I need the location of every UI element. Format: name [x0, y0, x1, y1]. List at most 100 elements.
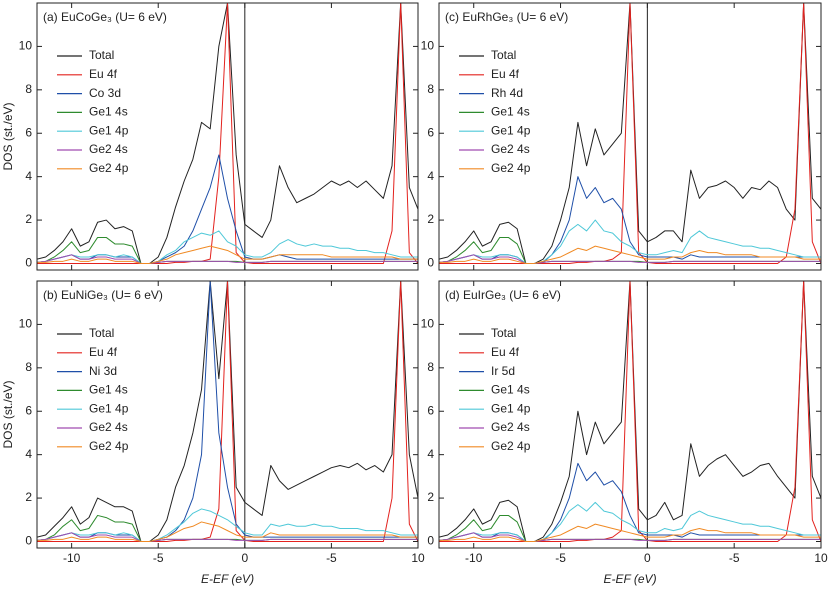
- legend-label: Eu 4f: [89, 67, 118, 81]
- legend-label: Ge2 4s: [491, 420, 530, 434]
- legend-label: Eu 4f: [89, 345, 118, 359]
- dos-curve: [37, 230, 418, 264]
- dos-curve: [439, 176, 821, 264]
- legend-label: Ir 5d: [491, 364, 515, 378]
- y-tick-label: 6: [427, 125, 434, 139]
- panel-title: (d) EuIrGe₃ (U= 6 eV): [445, 288, 561, 302]
- curves: [37, 3, 418, 264]
- y-tick-label: 6: [25, 125, 32, 139]
- dos-curve: [439, 462, 821, 542]
- legend-label: Ge1 4p: [491, 401, 531, 415]
- x-axis-label: E-EF (eV): [603, 572, 656, 586]
- dos-curve: [37, 532, 418, 542]
- legend-label: Total: [491, 326, 516, 340]
- y-tick-label: 10: [19, 317, 33, 331]
- legend-label: Ge2 4p: [89, 439, 129, 453]
- legend-label: Co 3d: [89, 86, 121, 100]
- y-tick-label: 2: [427, 490, 434, 504]
- panel-title: (b) EuNiGe₃ (U= 6 eV): [43, 288, 163, 302]
- y-tick-label: 4: [25, 447, 32, 461]
- curves: [439, 3, 821, 264]
- legend-label: Ge2 4p: [491, 439, 531, 453]
- dos-curve: [37, 281, 418, 542]
- panel: 0 2 4 6 8 10 -10 -5 0 -5 10 (d) EuIrGe₃ (U= 6 eV) To…: [421, 280, 828, 586]
- y-tick-label: 10: [421, 317, 435, 331]
- dos-curve: [439, 245, 821, 264]
- x-tick-label: 10: [814, 551, 828, 565]
- legend-label: Ge1 4s: [89, 105, 128, 119]
- y-tick-label: 0: [25, 256, 32, 270]
- y-tick-label: 10: [421, 39, 435, 53]
- plot-frame: [36, 2, 419, 271]
- panel: 0 2 4 6 8 10 -10 -5 0 -5 10 (b) EuNiGe₃ (U= 6 eV) To…: [1, 280, 425, 586]
- y-tick-label: 6: [25, 403, 32, 417]
- curves: [439, 281, 821, 542]
- dos-curve: [439, 254, 821, 264]
- x-tick-label: 0: [241, 551, 248, 565]
- legend-label: Total: [491, 48, 516, 62]
- y-tick-label: 8: [427, 82, 434, 96]
- y-tick-label: 0: [427, 256, 434, 270]
- dos-curve: [37, 245, 418, 264]
- x-tick-label: -10: [63, 551, 81, 565]
- y-tick-label: 2: [25, 490, 32, 504]
- x-tick-label: 0: [644, 551, 651, 565]
- legend-label: Eu 4f: [491, 345, 520, 359]
- y-tick-label: 4: [25, 169, 32, 183]
- legend-label: Ge1 4p: [89, 401, 129, 415]
- legend-label: Rh 4d: [491, 86, 523, 100]
- dos-curve: [37, 3, 418, 264]
- legend-label: Ge1 4s: [491, 105, 530, 119]
- y-tick-label: 2: [25, 212, 32, 226]
- dos-curve: [439, 281, 821, 542]
- dos-curve: [37, 281, 418, 542]
- dos-curve: [439, 501, 821, 542]
- y-axis-label: DOS (st./eV): [1, 102, 15, 170]
- x-tick-label: -5: [153, 551, 164, 565]
- legend-label: Ge2 4s: [491, 142, 530, 156]
- y-tick-label: 4: [427, 169, 434, 183]
- dos-curve: [439, 281, 821, 542]
- plot-frame: [36, 280, 419, 549]
- legend-label: Ge1 4p: [89, 123, 129, 137]
- legend-label: Total: [89, 326, 114, 340]
- x-tick-label: -10: [465, 551, 483, 565]
- dos-curve: [439, 532, 821, 542]
- legend-label: Ge1 4s: [491, 383, 530, 397]
- legend-label: Ni 3d: [89, 364, 117, 378]
- legend-label: Ge2 4p: [491, 161, 531, 175]
- panel-title: (a) EuCoGe₃ (U= 6 eV): [43, 10, 167, 24]
- y-tick-label: 2: [427, 212, 434, 226]
- dos-curve: [439, 219, 821, 264]
- plot-frame: [438, 2, 822, 271]
- plot-frame: [438, 280, 822, 549]
- x-axis-label: E-EF (eV): [201, 572, 254, 586]
- dos-curve: [439, 523, 821, 542]
- y-tick-label: 10: [19, 39, 33, 53]
- legend-label: Total: [89, 48, 114, 62]
- dos-curve: [37, 3, 418, 264]
- dos-curve: [37, 521, 418, 542]
- legend-label: Ge2 4s: [89, 142, 128, 156]
- legend-label: Ge2 4p: [89, 161, 129, 175]
- legend-label: Eu 4f: [491, 67, 520, 81]
- y-tick-label: 6: [427, 403, 434, 417]
- y-tick-label: 8: [25, 360, 32, 374]
- dos-curve: [37, 254, 418, 264]
- legend-label: Ge1 4p: [491, 123, 531, 137]
- y-tick-label: 0: [427, 534, 434, 548]
- curves: [37, 281, 418, 542]
- dos-curve: [439, 3, 821, 264]
- panel: 0 2 4 6 8 10 (c) EuRhGe₃ (U= 6 eV) Total Eu 4f Rh…: [421, 2, 822, 271]
- x-tick-label: -5: [555, 551, 566, 565]
- y-tick-label: 0: [25, 534, 32, 548]
- legend-label: Ge2 4s: [89, 420, 128, 434]
- x-tick-label: 10: [411, 551, 425, 565]
- y-tick-label: 4: [427, 447, 434, 461]
- x-tick-label: -5: [729, 551, 740, 565]
- y-tick-label: 8: [427, 360, 434, 374]
- panel-title: (c) EuRhGe₃ (U= 6 eV): [445, 10, 568, 24]
- y-axis-label: DOS (st./eV): [1, 380, 15, 448]
- dos-curve: [439, 3, 821, 264]
